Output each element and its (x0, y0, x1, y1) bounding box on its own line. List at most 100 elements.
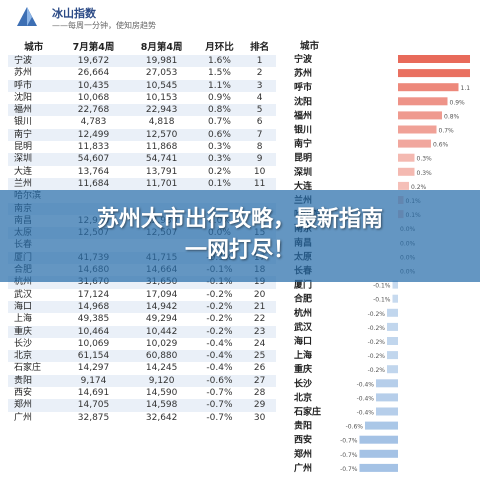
category-label: 海口 (294, 335, 312, 347)
value-cell: 10,069 (77, 338, 110, 349)
bar (359, 449, 398, 458)
value-cell: 10,435 (59, 79, 128, 92)
city-cell: 呼市 (8, 79, 60, 92)
value-cell: 11 (243, 177, 276, 191)
value-cell: 8 (256, 142, 263, 153)
value-cell: 60,880 (127, 350, 196, 363)
chart-title: 城市 (300, 41, 320, 52)
data-label: 0.6% (433, 142, 449, 149)
brand-name: 冰山指数 (52, 7, 96, 20)
value-cell: 12,570 (127, 128, 196, 142)
data-label: 0.9% (450, 99, 466, 106)
value-cell: 22,943 (127, 104, 196, 117)
category-label: 福州 (293, 109, 312, 121)
value-cell: 1 (243, 55, 276, 68)
bar (398, 153, 415, 162)
banner-line-1: 苏州大市出行攻略，最新指南 (96, 207, 383, 232)
category-label: 上海 (294, 349, 312, 361)
value-cell: 19,672 (59, 55, 128, 68)
data-label: 0.8% (444, 113, 460, 120)
value-cell: 54,607 (59, 153, 128, 166)
value-cell: 4,783 (80, 117, 107, 128)
value-cell: -0.2% (206, 289, 233, 300)
city-cell: 上海 (14, 314, 33, 325)
data-label: -0.4% (357, 395, 375, 402)
bar (392, 294, 398, 303)
data-label: -0.1% (373, 283, 391, 290)
value-cell: 11,701 (127, 177, 196, 191)
table-row: 呼市 10,435 10,545 1.1% 3 (8, 79, 276, 92)
column-header: 月环比 (205, 41, 234, 53)
value-cell: 14,590 (145, 388, 178, 399)
value-cell: 10,068 (77, 92, 110, 103)
column-header: 城市 (24, 41, 44, 53)
city-cell: 武汉 (14, 289, 33, 300)
banner-text: 苏州大市出行攻略，最新指南 一网打尽！ (0, 204, 480, 266)
bar (392, 280, 398, 289)
value-cell: -0.7% (206, 388, 233, 399)
value-cell: 21 (243, 300, 276, 314)
value-cell: 14,245 (145, 363, 178, 374)
value-cell: 49,385 (77, 314, 110, 325)
header: 冰山指数 ——每周一分钟，使知房趋势 (0, 0, 480, 36)
category-label: 南宁 (294, 138, 312, 150)
city-cell: 苏州 (14, 68, 33, 79)
value-cell: 17,124 (77, 289, 110, 300)
table-row: 沈阳 10,068 10,153 0.9% 4 (8, 92, 276, 104)
data-label: -0.7% (340, 452, 358, 459)
value-cell: 14,691 (77, 388, 110, 399)
city-cell: 长沙 (14, 338, 33, 349)
city-cell: 兰州 (8, 177, 60, 191)
value-cell: -0.7% (195, 399, 244, 412)
bar (398, 181, 409, 190)
table-row: 深圳 54,607 54,741 0.3% 9 (8, 153, 276, 166)
value-cell: 7 (243, 128, 276, 142)
iceberg-logo-icon (17, 7, 37, 26)
category-label: 西安 (294, 434, 312, 446)
data-label: -0.4% (357, 410, 375, 417)
value-cell: 0.2% (208, 166, 231, 177)
table-row: 广州 32,875 32,642 -0.7% 30 (8, 412, 276, 424)
category-label: 银川 (294, 124, 312, 136)
category-label: 重庆 (294, 363, 312, 375)
city-cell: 沈阳 (14, 92, 33, 103)
value-cell: -0.2% (195, 325, 244, 338)
table-row: 福州 22,768 22,943 0.8% 5 (8, 104, 276, 117)
data-label: -0.2% (368, 325, 386, 332)
bar (398, 97, 448, 106)
value-cell: -0.6% (195, 374, 244, 388)
data-label: -0.2% (368, 311, 386, 318)
table-row: 武汉 17,124 17,094 -0.2% 20 (8, 289, 276, 301)
data-label: -0.2% (368, 353, 386, 360)
bar (398, 55, 470, 63)
table-row: 重庆 10,464 10,442 -0.2% 23 (8, 325, 276, 338)
value-cell: 29 (243, 399, 276, 412)
value-cell: 19,981 (127, 55, 196, 68)
table-row: 郑州 14,705 14,598 -0.7% 29 (8, 399, 276, 412)
table-row: 贵阳 9,174 9,120 -0.6% 27 (8, 374, 276, 388)
city-cell: 银川 (14, 117, 33, 128)
value-cell: 3 (243, 79, 276, 92)
table-row: 西安 14,691 14,590 -0.7% 28 (8, 387, 276, 399)
value-cell: 25 (243, 350, 276, 363)
bar (387, 308, 398, 317)
data-label: 0.3% (417, 156, 433, 163)
value-cell: 13,791 (145, 166, 178, 177)
value-cell: 10 (253, 166, 266, 177)
value-cell: 28 (253, 388, 266, 399)
value-cell: 14,297 (77, 363, 110, 374)
value-cell: -0.7% (206, 412, 233, 423)
city-cell: 深圳 (8, 153, 60, 166)
table-row: 长沙 10,069 10,029 -0.4% 24 (8, 338, 276, 350)
bar (387, 322, 398, 331)
value-cell: 22 (253, 314, 266, 325)
value-cell: 27 (243, 374, 276, 388)
bar (359, 463, 398, 472)
value-cell: 10,029 (145, 338, 178, 349)
data-label: -0.4% (357, 381, 375, 388)
value-cell: 0.9% (208, 92, 231, 103)
table-row: 南宁 12,499 12,570 0.6% 7 (8, 128, 276, 142)
value-cell: 0.1% (195, 177, 244, 191)
value-cell: 32,875 (77, 412, 110, 423)
category-label: 苏州 (294, 67, 312, 79)
